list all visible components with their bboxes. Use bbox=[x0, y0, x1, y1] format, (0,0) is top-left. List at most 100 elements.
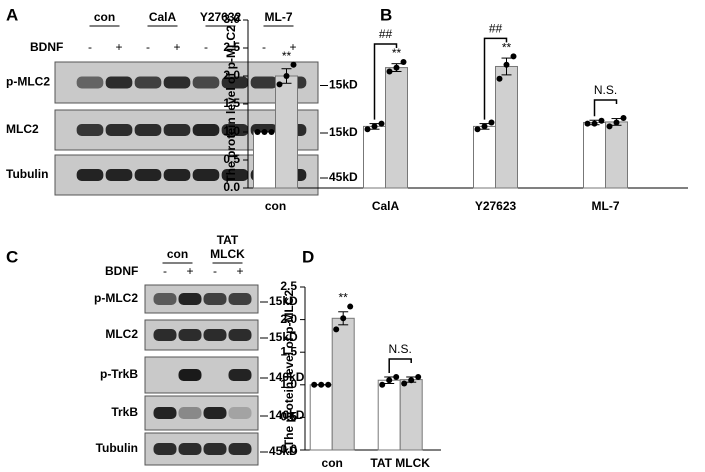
blot-band bbox=[153, 329, 177, 341]
group-label: Y27632 bbox=[200, 10, 242, 24]
treatment-sign: + bbox=[231, 40, 238, 54]
blot-band bbox=[153, 407, 177, 419]
data-point bbox=[254, 129, 261, 135]
blot-band bbox=[134, 76, 162, 89]
y-tick-label: 1.5 bbox=[280, 344, 297, 358]
bar bbox=[253, 131, 276, 189]
x-tick-label: con bbox=[265, 199, 286, 213]
size-label: 140kD bbox=[269, 408, 305, 422]
size-label: 140kD bbox=[269, 370, 305, 384]
data-point bbox=[311, 381, 318, 388]
significance-label: ** bbox=[392, 46, 402, 60]
size-label: 45kD bbox=[329, 170, 358, 184]
x-tick-label: con bbox=[322, 456, 343, 470]
blot-band bbox=[221, 124, 249, 136]
data-point bbox=[379, 381, 386, 388]
blot-band bbox=[76, 124, 104, 136]
data-point bbox=[340, 315, 347, 322]
blot-band bbox=[76, 169, 104, 181]
bar bbox=[399, 379, 423, 451]
group-label: ML-7 bbox=[265, 10, 293, 24]
group-label: con bbox=[167, 247, 188, 261]
significance-label: ** bbox=[339, 291, 349, 305]
blot-band bbox=[228, 407, 252, 419]
treatment-sign: + bbox=[236, 264, 243, 278]
blot-band bbox=[228, 443, 252, 455]
x-tick-label: ML-7 bbox=[592, 199, 620, 213]
blot-band bbox=[178, 293, 202, 305]
panel-letter: D bbox=[302, 247, 314, 266]
treatment-sign: - bbox=[262, 40, 266, 54]
data-point bbox=[598, 117, 605, 124]
blot-band bbox=[163, 169, 191, 181]
x-tick-label: TAT MLCK bbox=[370, 456, 430, 470]
size-label: 15kD bbox=[329, 78, 358, 92]
comparison-label: ## bbox=[489, 22, 503, 36]
treatment-label: BDNF bbox=[105, 264, 138, 278]
blot-band bbox=[134, 124, 162, 136]
treatment-sign: + bbox=[173, 40, 180, 54]
data-point bbox=[325, 381, 332, 388]
data-point bbox=[283, 73, 290, 79]
y-axis-title: The protein level of p-MLC2 bbox=[282, 290, 296, 448]
bar bbox=[473, 125, 496, 189]
blot-band bbox=[203, 329, 227, 341]
row-label: MLC2 bbox=[105, 327, 138, 341]
data-point bbox=[620, 115, 627, 121]
treatment-sign: - bbox=[204, 40, 208, 54]
y-tick-label: 1.0 bbox=[280, 377, 297, 391]
y-tick-label: 0.0 bbox=[280, 442, 297, 456]
blot-band bbox=[178, 407, 202, 419]
data-point bbox=[276, 81, 283, 88]
data-point bbox=[613, 119, 620, 126]
row-label: Tubulin bbox=[96, 441, 138, 455]
data-point bbox=[510, 53, 517, 60]
data-point bbox=[415, 373, 422, 380]
size-label: 15kD bbox=[269, 294, 298, 308]
data-point bbox=[606, 123, 613, 130]
data-point bbox=[400, 59, 407, 65]
blot-band bbox=[134, 169, 162, 181]
row-label: MLC2 bbox=[6, 122, 39, 136]
panel-letter: C bbox=[6, 247, 18, 266]
data-point bbox=[393, 64, 400, 71]
blot-band bbox=[192, 169, 220, 181]
significance-label: ** bbox=[282, 49, 292, 63]
bar bbox=[275, 75, 298, 189]
treatment-sign: - bbox=[163, 264, 167, 278]
data-point bbox=[393, 373, 400, 380]
y-tick-label: 0.5 bbox=[280, 410, 297, 424]
blot-band bbox=[178, 369, 202, 381]
comparison-label: ## bbox=[379, 27, 393, 41]
blot-band bbox=[250, 76, 278, 89]
row-label: Tubulin bbox=[6, 167, 48, 181]
blot-band bbox=[153, 293, 177, 305]
blot-band bbox=[178, 329, 202, 341]
data-point bbox=[591, 120, 598, 127]
blot-band bbox=[153, 443, 177, 455]
treatment-sign: + bbox=[289, 40, 296, 54]
x-tick-label: Y27623 bbox=[475, 199, 517, 213]
blot-band bbox=[163, 124, 191, 136]
y-axis-title: The protein level of p-MLC2 bbox=[224, 25, 238, 183]
group-label: con bbox=[94, 10, 115, 24]
data-point bbox=[290, 61, 297, 68]
row-label: TrkB bbox=[111, 405, 138, 419]
y-tick-label: 1.0 bbox=[223, 124, 240, 138]
bar bbox=[583, 121, 606, 189]
size-label: 45kD bbox=[269, 444, 298, 458]
comparison-label: N.S. bbox=[594, 83, 617, 97]
data-point bbox=[496, 75, 503, 82]
bar bbox=[363, 125, 386, 189]
data-point bbox=[488, 119, 495, 126]
treatment-sign: + bbox=[115, 40, 122, 54]
row-label: p-MLC2 bbox=[94, 291, 138, 305]
group-label: CalA bbox=[149, 10, 177, 24]
data-point bbox=[318, 381, 325, 388]
y-tick-label: 3.0 bbox=[223, 12, 240, 26]
blot-band bbox=[105, 76, 133, 89]
data-point bbox=[386, 377, 393, 384]
data-point bbox=[333, 326, 340, 333]
comparison-bracket bbox=[483, 37, 508, 120]
